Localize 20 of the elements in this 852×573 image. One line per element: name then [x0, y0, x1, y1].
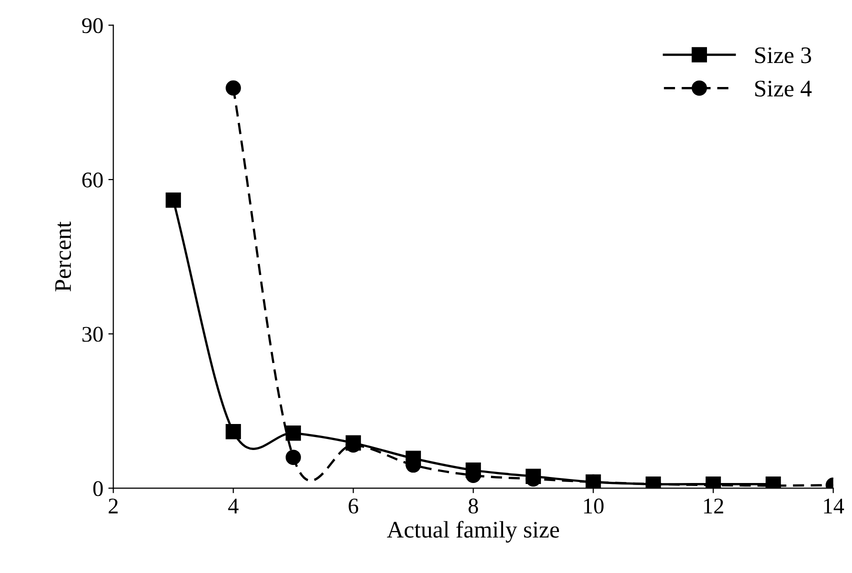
x-tick-label: 6: [348, 498, 358, 514]
x-tick-label: 4: [228, 498, 239, 514]
y-axis-title: Percent: [55, 221, 72, 292]
point: [286, 450, 301, 465]
point: [226, 424, 241, 440]
y-tick-label: 90: [82, 18, 103, 34]
y-tick-label: 0: [93, 481, 103, 496]
y-tick-label: 60: [82, 172, 103, 188]
point: [226, 80, 241, 96]
x-tick-label: 12: [704, 498, 724, 514]
x-tick-label: 8: [468, 498, 478, 514]
x-tick-label: 2: [108, 498, 118, 514]
x-tick-label: 14: [824, 498, 844, 514]
x-axis-title: Actual family size: [386, 520, 560, 543]
legend-label: Size 4: [755, 80, 812, 97]
x-tick-label: 10: [584, 498, 604, 514]
legend-label: Size 3: [755, 47, 812, 64]
point: [166, 192, 181, 208]
y-tick-label: 30: [82, 326, 103, 342]
point: [286, 426, 301, 441]
